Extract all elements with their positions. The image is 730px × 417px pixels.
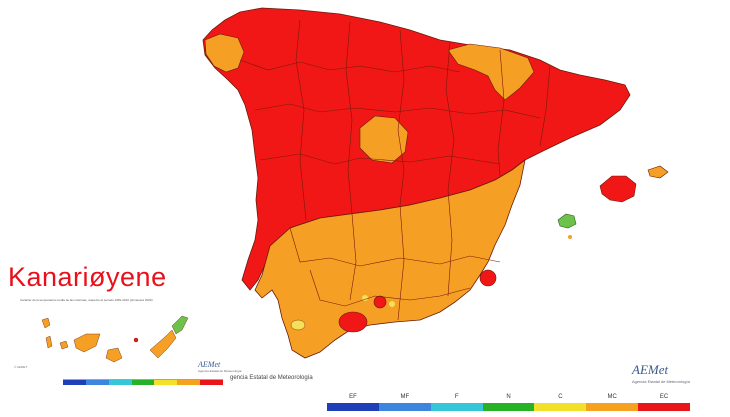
legend-swatch-color (430, 403, 483, 411)
inset-legend-swatch (85, 379, 109, 385)
menorca-island (647, 165, 669, 179)
tenerife-island (73, 333, 101, 353)
fuerteventura-island (149, 329, 177, 359)
la-palma-island (45, 335, 53, 349)
inset-legend-swatch-color (108, 379, 132, 385)
legend-label: MF (400, 394, 410, 400)
gran-canaria-island (105, 347, 123, 363)
warm-spot-1 (362, 295, 368, 301)
legend-swatch-color (327, 403, 379, 411)
province-borders (239, 19, 551, 321)
la-gomera-island (59, 340, 69, 350)
cadiz-warm-spot (290, 319, 306, 331)
inset-legend-swatch (177, 379, 201, 385)
inset-red-spot (133, 337, 139, 343)
aemet-logo-main: AEMet Agencia Estatal de Meteorología (632, 362, 690, 384)
agency-footer-text: gencia Estatal de Meteorología (230, 375, 313, 381)
legend-label: EC (659, 394, 669, 400)
warm-spot-2 (389, 301, 395, 307)
canary-islands-inset (41, 315, 189, 363)
galicia-warm-region (204, 33, 245, 73)
central-warm-region (359, 115, 409, 164)
legend-swatch (638, 403, 691, 411)
legend-label: MC (607, 394, 617, 400)
inset-legend-swatch-color (200, 379, 224, 385)
legend-swatch-color (482, 403, 535, 411)
legend-swatch-color (586, 403, 639, 411)
aemet-wordmark: AEMet (632, 362, 669, 377)
aemet-logo-inset: AEMet Agencia Estatal de Meteorología (198, 360, 241, 373)
inset-legend-swatch (131, 379, 155, 385)
aemet-wordmark: AEMet (198, 360, 221, 369)
legend-label: EF (349, 394, 357, 400)
inset-legend-swatch-color (131, 379, 155, 385)
legend-swatch (586, 403, 639, 411)
legend-label: F (454, 394, 459, 400)
legend-label: N (506, 394, 511, 400)
inset-legend-swatch (200, 379, 224, 385)
inset-legend-swatch-color (63, 379, 86, 385)
legend-swatch-color (638, 403, 691, 411)
legend-swatch (482, 403, 535, 411)
inset-legend-swatch-color (85, 379, 109, 385)
legend-swatch (534, 403, 587, 411)
mallorca-island (599, 175, 637, 203)
formentera-island (568, 235, 572, 239)
aemet-agency-text: Agencia Estatal de Meteorología (198, 369, 242, 373)
inset-legend-swatch (154, 379, 178, 385)
northeast-warm-region (447, 43, 535, 101)
southern-spain-region (254, 159, 526, 359)
malaga-hot-spot (338, 311, 368, 333)
legend-swatch (327, 403, 379, 411)
aemet-agency-text: Agencia Estatal de Meteorología (632, 379, 690, 384)
legend-label: C (558, 394, 563, 400)
inset-legend (63, 379, 224, 385)
legend-swatch (378, 403, 431, 411)
legend-labels: EF MF F N C MC EC (327, 394, 690, 400)
map-title-overlay: Kanariøyene (8, 262, 167, 292)
murcia-hot-spot (479, 269, 497, 287)
granada-hot-spot (373, 295, 387, 309)
inset-legend-swatch (108, 379, 132, 385)
main-legend (327, 403, 691, 411)
el-hierro-island (41, 317, 51, 329)
ibiza-island (557, 213, 577, 229)
legend-swatch-color (378, 403, 431, 411)
legend-swatch (430, 403, 483, 411)
inset-small-label: © AEMET (14, 365, 28, 369)
inset-caption: Carácter de la temperatura media de las … (20, 298, 153, 302)
inset-legend-swatch-color (177, 379, 201, 385)
inset-legend-swatch (63, 379, 86, 385)
lanzarote-island (171, 315, 189, 335)
inset-legend-swatch-color (154, 379, 178, 385)
legend-swatch-color (534, 403, 587, 411)
